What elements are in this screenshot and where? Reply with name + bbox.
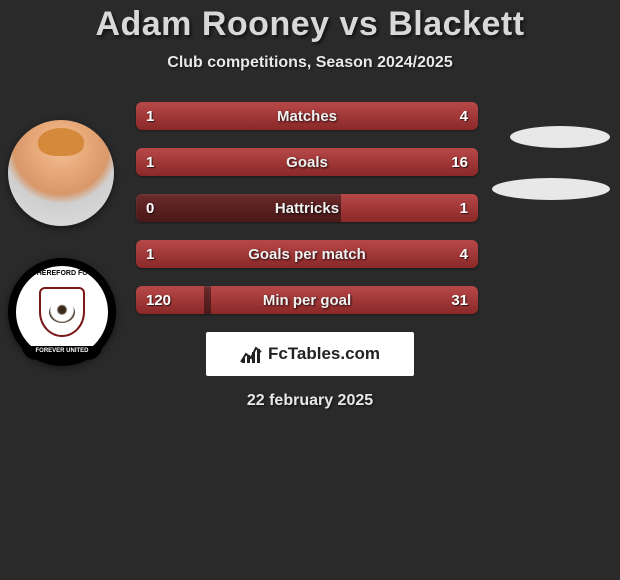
stat-label: Hattricks <box>136 194 478 222</box>
stat-label: Goals per match <box>136 240 478 268</box>
stat-right-value: 4 <box>460 102 468 130</box>
stat-row-goals: 1 Goals 16 <box>136 148 478 176</box>
stat-right-value: 1 <box>460 194 468 222</box>
branding-badge: FcTables.com <box>206 332 414 376</box>
subtitle: Club competitions, Season 2024/2025 <box>0 54 620 72</box>
stat-row-matches: 1 Matches 4 <box>136 102 478 130</box>
stat-row-hattricks: 0 Hattricks 1 <box>136 194 478 222</box>
branding-text: FcTables.com <box>268 344 380 364</box>
stat-label: Min per goal <box>136 286 478 314</box>
right-stub-1 <box>510 126 610 148</box>
badge-top-text: HEREFORD FC <box>16 270 108 277</box>
date-text: 22 february 2025 <box>0 392 620 410</box>
stats-bars: 1 Matches 4 1 Goals 16 0 Hattricks 1 1 G… <box>136 102 478 314</box>
stat-row-min-per-goal: 120 Min per goal 31 <box>136 286 478 314</box>
avatar-column: HEREFORD FC FOREVER UNITED <box>8 120 116 366</box>
stat-label: Matches <box>136 102 478 130</box>
badge-shield-icon <box>39 287 85 337</box>
stat-right-value: 4 <box>460 240 468 268</box>
stat-label: Goals <box>136 148 478 176</box>
stat-right-value: 31 <box>451 286 468 314</box>
badge-bottom-text: FOREVER UNITED <box>22 346 102 360</box>
chart-logo-icon <box>240 344 262 364</box>
comparison-infographic: Adam Rooney vs Blackett Club competition… <box>0 0 620 460</box>
player2-badge: HEREFORD FC FOREVER UNITED <box>8 258 116 366</box>
page-title: Adam Rooney vs Blackett <box>0 5 620 44</box>
player1-avatar <box>8 120 114 226</box>
stat-row-goals-per-match: 1 Goals per match 4 <box>136 240 478 268</box>
stat-right-value: 16 <box>451 148 468 176</box>
right-stub-2 <box>492 178 610 200</box>
